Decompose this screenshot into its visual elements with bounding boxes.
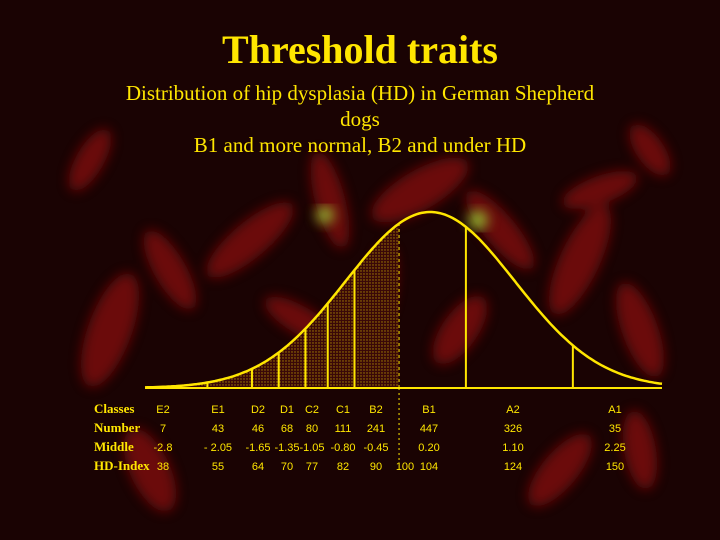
hd-index-value: 82: [337, 461, 349, 473]
middle-value: -1.35: [274, 442, 299, 454]
middle-value: -2.8: [154, 442, 173, 454]
hd-index-value: 38: [157, 461, 169, 473]
class-label: D1: [280, 404, 294, 416]
subtitle-line-2: dogs: [340, 107, 380, 131]
number-value: 447: [420, 423, 438, 435]
class-label: A1: [608, 404, 621, 416]
middle-value: 2.25: [604, 442, 625, 454]
hd-index-value: 70: [281, 461, 293, 473]
middle-value: - 2.05: [204, 442, 232, 454]
class-label: B1: [422, 404, 435, 416]
hd-index-value: 150: [606, 461, 624, 473]
middle-value: 0.20: [418, 442, 439, 454]
normal-curve: [144, 210, 663, 389]
hd-index-value: 124: [504, 461, 522, 473]
middle-value: -1.65: [245, 442, 270, 454]
hd-index-value: 64: [252, 461, 264, 473]
number-value: 7: [160, 423, 166, 435]
hd-index-value: 77: [306, 461, 318, 473]
row-label-number: Number: [94, 420, 140, 435]
subtitle-line-1: Distribution of hip dysplasia (HD) in Ge…: [125, 81, 595, 105]
middle-value: 1.10: [502, 442, 523, 454]
number-value: 68: [281, 423, 293, 435]
class-label: D2: [251, 404, 265, 416]
number-value: 241: [367, 423, 385, 435]
threshold-value: 100: [396, 461, 414, 473]
hd-index-value: 90: [370, 461, 382, 473]
middle-value: -0.80: [330, 442, 355, 454]
class-label: B2: [369, 404, 382, 416]
number-value: 35: [609, 423, 621, 435]
class-label: E1: [211, 404, 224, 416]
class-label: A2: [506, 404, 519, 416]
hd-index-value: 55: [212, 461, 224, 473]
number-value: 111: [335, 423, 352, 435]
middle-value: -0.45: [363, 442, 388, 454]
slide-subtitle: Distribution of hip dysplasia (HD) in Ge…: [60, 80, 660, 158]
number-value: 80: [306, 423, 318, 435]
row-label-hd-index: HD-Index: [94, 458, 150, 473]
row-label-middle: Middle: [94, 439, 134, 454]
class-label: C2: [305, 404, 319, 416]
hd-index-value: 104: [420, 461, 438, 473]
number-value: 43: [212, 423, 224, 435]
class-label: E2: [156, 404, 169, 416]
number-value: 46: [252, 423, 264, 435]
class-label: C1: [336, 404, 350, 416]
slide-title: Threshold traits: [222, 27, 498, 72]
number-value: 326: [504, 423, 522, 435]
subtitle-line-3: B1 and more normal, B2 and under HD: [193, 133, 527, 157]
row-label-classes: Classes: [94, 401, 134, 416]
middle-value: -1.05: [299, 442, 324, 454]
hd-shaded-area: [145, 223, 400, 388]
